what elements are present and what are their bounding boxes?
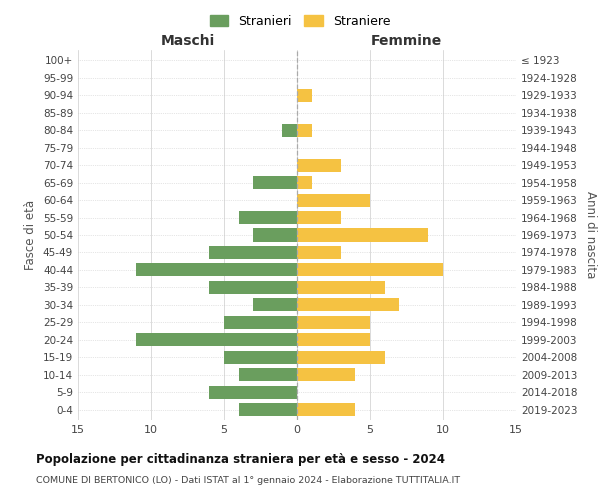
Bar	[297, 211, 341, 224]
Bar	[239, 368, 297, 381]
Bar	[297, 194, 370, 206]
Y-axis label: Anni di nascita: Anni di nascita	[584, 192, 597, 278]
Bar	[209, 246, 297, 259]
Y-axis label: Fasce di età: Fasce di età	[25, 200, 37, 270]
Bar	[297, 158, 341, 172]
Bar	[297, 333, 370, 346]
Bar	[224, 350, 297, 364]
Bar	[136, 264, 297, 276]
Bar	[209, 281, 297, 294]
Legend: Stranieri, Straniere: Stranieri, Straniere	[206, 11, 394, 32]
Bar	[209, 386, 297, 398]
Bar	[297, 124, 311, 137]
Bar	[253, 176, 297, 189]
Text: Femmine: Femmine	[371, 34, 442, 48]
Text: COMUNE DI BERTONICO (LO) - Dati ISTAT al 1° gennaio 2024 - Elaborazione TUTTITAL: COMUNE DI BERTONICO (LO) - Dati ISTAT al…	[36, 476, 460, 485]
Bar	[297, 228, 428, 241]
Bar	[297, 89, 311, 102]
Text: Maschi: Maschi	[160, 34, 215, 48]
Bar	[239, 211, 297, 224]
Bar	[253, 298, 297, 312]
Bar	[253, 228, 297, 241]
Bar	[297, 316, 370, 329]
Bar	[224, 316, 297, 329]
Bar	[136, 333, 297, 346]
Bar	[297, 176, 311, 189]
Bar	[297, 281, 385, 294]
Bar	[297, 403, 355, 416]
Bar	[297, 368, 355, 381]
Bar	[297, 350, 385, 364]
Bar	[297, 246, 341, 259]
Bar	[297, 298, 399, 312]
Bar	[283, 124, 297, 137]
Bar	[297, 264, 443, 276]
Text: Popolazione per cittadinanza straniera per età e sesso - 2024: Popolazione per cittadinanza straniera p…	[36, 452, 445, 466]
Bar	[239, 403, 297, 416]
